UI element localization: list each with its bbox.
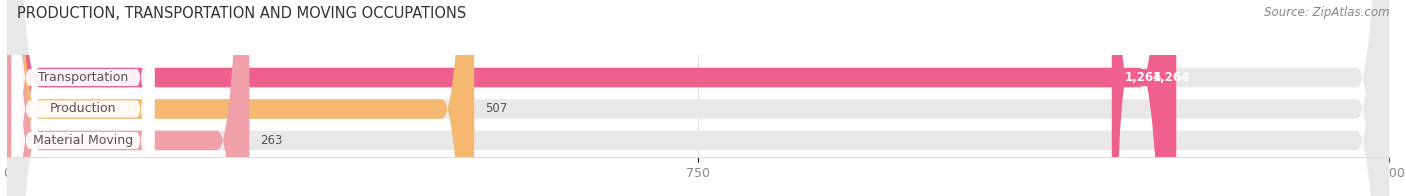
FancyBboxPatch shape xyxy=(7,0,249,196)
Text: 1,264: 1,264 xyxy=(1153,71,1191,84)
FancyBboxPatch shape xyxy=(11,0,155,196)
FancyBboxPatch shape xyxy=(1112,0,1177,196)
Text: Material Moving: Material Moving xyxy=(32,134,134,147)
Text: Production: Production xyxy=(49,103,117,115)
FancyBboxPatch shape xyxy=(7,0,474,196)
Text: PRODUCTION, TRANSPORTATION AND MOVING OCCUPATIONS: PRODUCTION, TRANSPORTATION AND MOVING OC… xyxy=(17,6,467,21)
Text: 507: 507 xyxy=(485,103,508,115)
FancyBboxPatch shape xyxy=(11,0,155,196)
Text: 1,264: 1,264 xyxy=(1125,71,1163,84)
FancyBboxPatch shape xyxy=(7,0,1389,196)
FancyBboxPatch shape xyxy=(7,0,1389,196)
Text: 263: 263 xyxy=(260,134,283,147)
FancyBboxPatch shape xyxy=(11,0,155,196)
Text: Transportation: Transportation xyxy=(38,71,128,84)
FancyBboxPatch shape xyxy=(7,0,1171,196)
Text: Source: ZipAtlas.com: Source: ZipAtlas.com xyxy=(1264,6,1389,19)
FancyBboxPatch shape xyxy=(7,0,1389,196)
